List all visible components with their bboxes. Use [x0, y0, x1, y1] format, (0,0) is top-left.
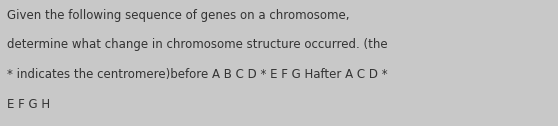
Text: E F G H: E F G H — [7, 98, 50, 111]
Text: determine what change in chromosome structure occurred. (the: determine what change in chromosome stru… — [7, 38, 387, 51]
Text: Given the following sequence of genes on a chromosome,: Given the following sequence of genes on… — [7, 9, 349, 22]
Text: * indicates the centromere)before A B C D * E F G Hafter A C D *: * indicates the centromere)before A B C … — [7, 68, 387, 81]
